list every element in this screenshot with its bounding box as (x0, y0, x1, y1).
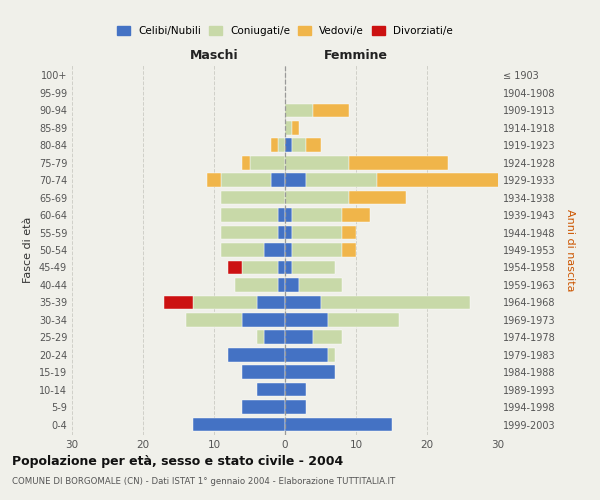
Bar (228, 260, 242, 274)
Bar (292, 208, 342, 222)
Text: COMUNE DI BORGOMALE (CN) - Dati ISTAT 1° gennaio 2004 - Elaborazione TUTTITALIA.: COMUNE DI BORGOMALE (CN) - Dati ISTAT 1°… (12, 478, 395, 486)
Bar (278, 260, 285, 274)
Bar (328, 348, 335, 362)
Bar (292, 243, 342, 257)
Bar (285, 296, 320, 309)
Bar (271, 174, 285, 187)
Bar (285, 191, 349, 204)
Bar (228, 348, 285, 362)
Bar (242, 366, 285, 379)
Bar (257, 383, 285, 396)
Bar (193, 296, 257, 309)
Bar (242, 400, 285, 414)
Text: Maschi: Maschi (190, 48, 238, 62)
Bar (278, 138, 285, 152)
Bar (250, 156, 285, 170)
Bar (285, 104, 313, 117)
Bar (320, 296, 470, 309)
Bar (285, 366, 335, 379)
Bar (377, 174, 505, 187)
Bar (292, 226, 342, 239)
Bar (207, 174, 221, 187)
Text: Popolazione per età, sesso e stato civile - 2004: Popolazione per età, sesso e stato civil… (12, 455, 343, 468)
Bar (342, 243, 356, 257)
Bar (285, 313, 328, 326)
Bar (285, 208, 292, 222)
Bar (342, 226, 356, 239)
Bar (164, 296, 193, 309)
Bar (285, 138, 292, 152)
Bar (307, 174, 377, 187)
Bar (285, 260, 292, 274)
Bar (264, 243, 285, 257)
Bar (285, 121, 292, 134)
Bar (349, 191, 406, 204)
Bar (278, 208, 285, 222)
Bar (257, 296, 285, 309)
Legend: Celibi/Nubili, Coniugati/e, Vedovi/e, Divorziati/e: Celibi/Nubili, Coniugati/e, Vedovi/e, Di… (117, 26, 453, 36)
Bar (221, 208, 278, 222)
Bar (242, 260, 278, 274)
Bar (285, 156, 349, 170)
Bar (342, 208, 370, 222)
Bar (349, 156, 448, 170)
Bar (313, 330, 342, 344)
Bar (307, 138, 320, 152)
Bar (285, 348, 328, 362)
Bar (271, 138, 278, 152)
Bar (285, 174, 307, 187)
Bar (193, 418, 285, 432)
Bar (285, 418, 392, 432)
Y-axis label: Fasce di età: Fasce di età (23, 217, 33, 283)
Bar (285, 226, 292, 239)
Bar (221, 243, 264, 257)
Bar (235, 278, 278, 291)
Bar (257, 330, 264, 344)
Bar (278, 278, 285, 291)
Bar (292, 138, 307, 152)
Bar (292, 260, 335, 274)
Y-axis label: Anni di nascita: Anni di nascita (565, 209, 575, 291)
Bar (292, 121, 299, 134)
Bar (285, 243, 292, 257)
Bar (285, 278, 299, 291)
Bar (285, 400, 307, 414)
Bar (313, 104, 349, 117)
Bar (299, 278, 342, 291)
Bar (221, 174, 271, 187)
Bar (221, 226, 278, 239)
Bar (185, 313, 242, 326)
Bar (264, 330, 285, 344)
Bar (285, 330, 313, 344)
Text: Femmine: Femmine (324, 48, 388, 62)
Bar (328, 313, 398, 326)
Bar (278, 226, 285, 239)
Bar (221, 191, 285, 204)
Bar (285, 383, 307, 396)
Bar (242, 156, 250, 170)
Bar (242, 313, 285, 326)
